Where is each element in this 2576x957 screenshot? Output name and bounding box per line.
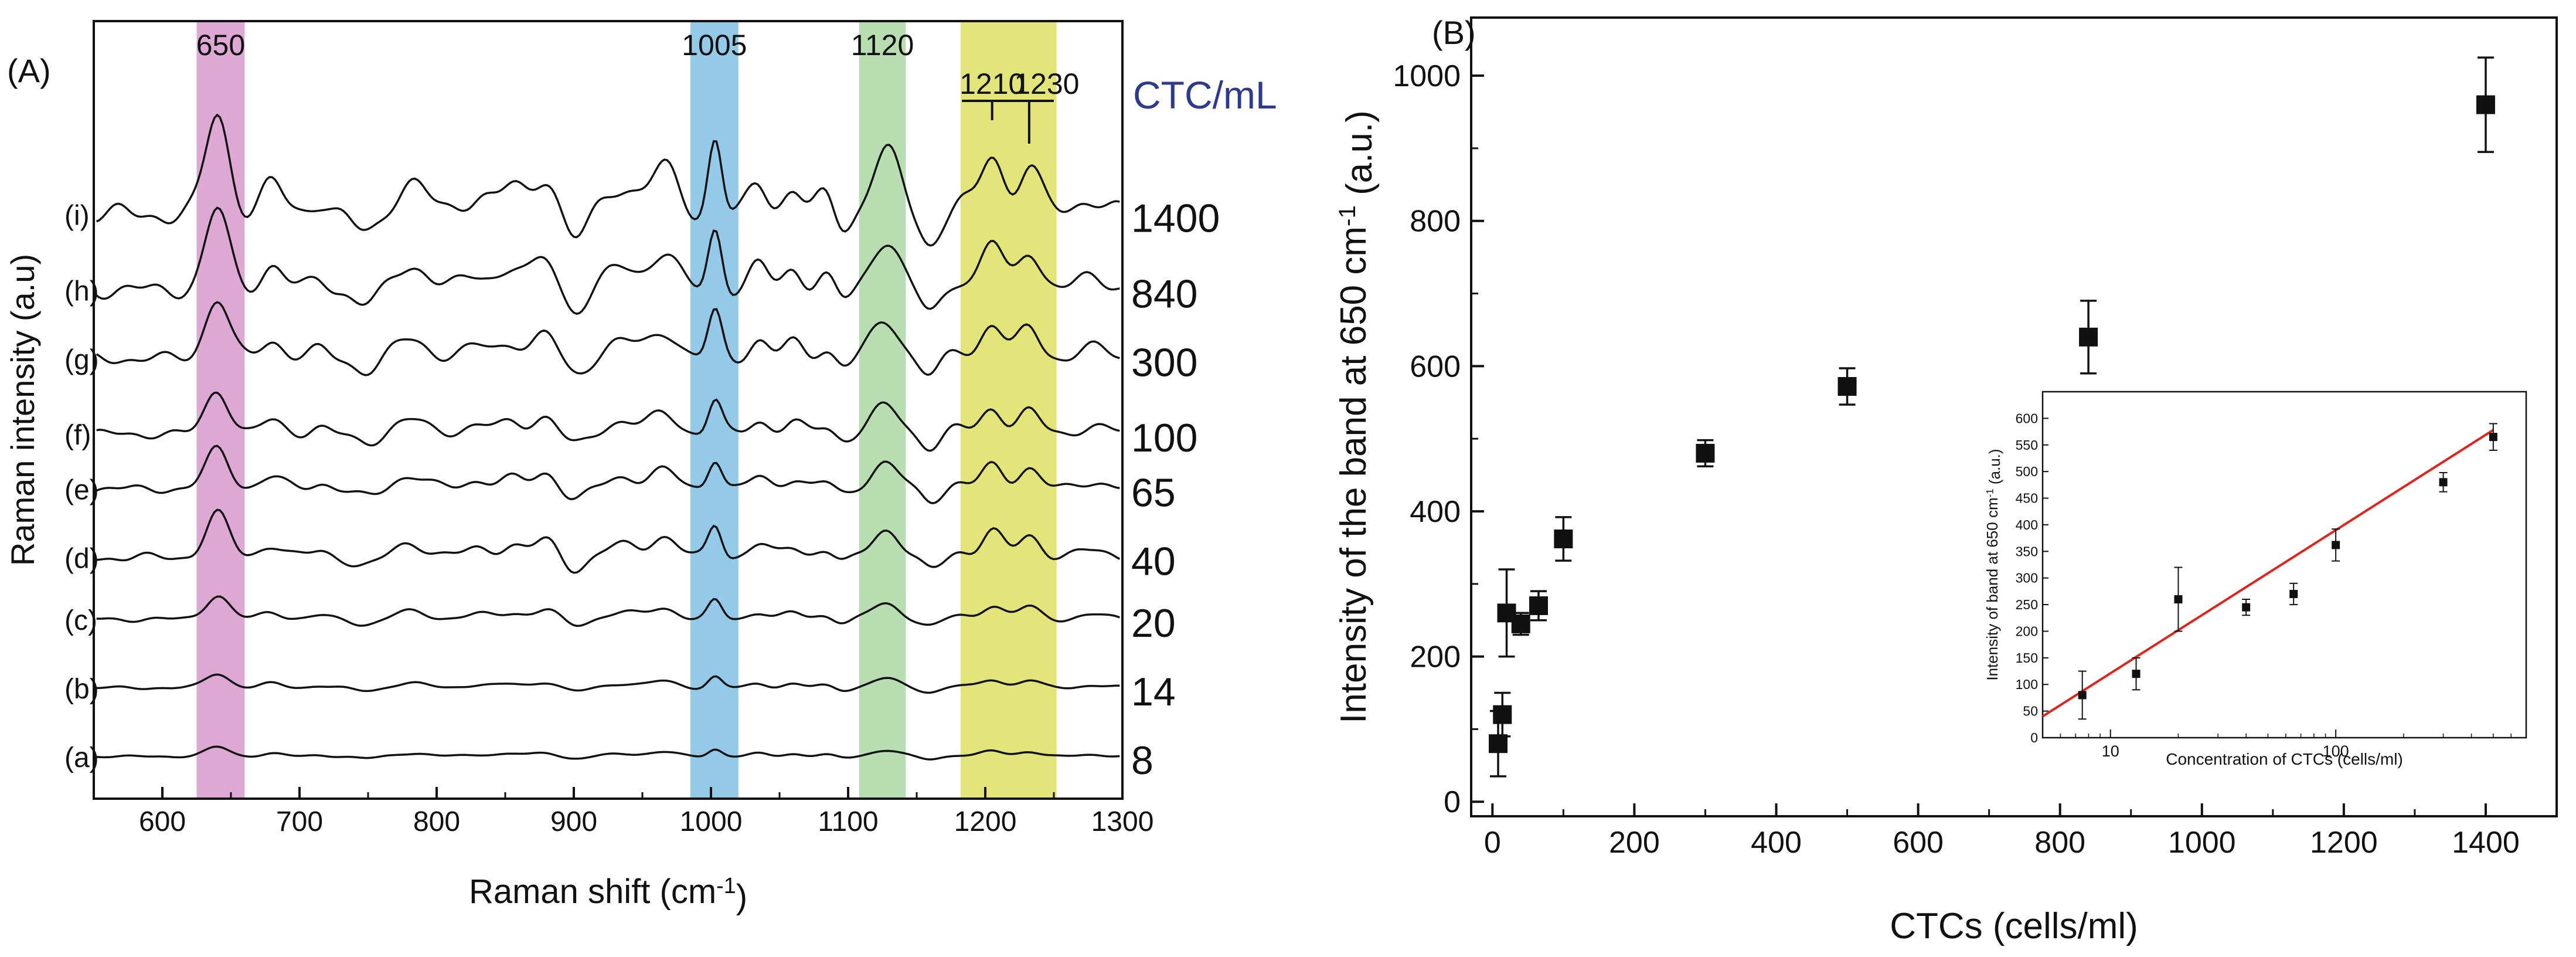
concentration-label: 840	[1131, 272, 1197, 316]
x-tick-label: 0	[1484, 826, 1501, 860]
inset-y-tick-label: 250	[2016, 597, 2038, 612]
x-tick-label: 1200	[954, 806, 1017, 837]
x-tick-label: 400	[1751, 826, 1802, 860]
spectrum-line-f	[96, 391, 1120, 452]
inset-y-axis-label: Intensity of band at 650 cm-1 (a.u.)	[1983, 449, 2003, 680]
y-tick-label: 600	[1410, 349, 1461, 384]
inset-x-axis-label: Concentration of CTCs (cells/ml)	[2166, 750, 2403, 768]
panel-a-frame	[93, 20, 1124, 800]
concentration-label: 14	[1131, 670, 1176, 714]
x-tick-label: 900	[550, 806, 597, 837]
inset-data-point	[2489, 433, 2497, 442]
concentration-label: 40	[1131, 539, 1176, 584]
inset-y-tick-label: 500	[2016, 464, 2038, 479]
concentration-label: 65	[1131, 471, 1176, 515]
inset-y-tick-label: 50	[2023, 704, 2038, 719]
concentration-label: 1400	[1131, 196, 1220, 241]
inset-x-tick-label: 10	[2102, 742, 2119, 760]
inset-x-tick-label: 100	[2323, 742, 2349, 760]
y-tick-label: 800	[1410, 205, 1461, 239]
data-point	[1493, 705, 1512, 724]
inset-frame	[2041, 391, 2527, 739]
inset-data-point	[2242, 603, 2251, 612]
inset-y-tick-label: 150	[2016, 650, 2038, 666]
inset-y-tick-label: 550	[2016, 437, 2038, 453]
band-label-1120: 1120	[851, 29, 914, 62]
bracket-label-1210: 1210	[959, 67, 1025, 100]
spectrum-line-b	[96, 673, 1120, 694]
data-point	[1529, 596, 1548, 615]
inset-data-point	[2132, 670, 2141, 678]
y-axis-label: Intensity of the band at 650 cm-1 (a.u.)	[1333, 110, 1380, 724]
spectrum-line-e	[96, 444, 1120, 504]
panel-label-a: (A)	[7, 52, 51, 89]
concentration-label: 300	[1131, 340, 1197, 385]
concentration-label: 100	[1131, 416, 1197, 460]
concentration-header: CTC/mL	[1133, 73, 1277, 117]
x-tick-label: 800	[2034, 826, 2085, 860]
inset-y-tick-label: 100	[2016, 677, 2038, 692]
x-tick-label: 1200	[2310, 826, 2378, 860]
inset-data-point	[2332, 541, 2340, 549]
data-point	[1511, 614, 1530, 633]
x-tick-label: 800	[413, 806, 460, 837]
data-point	[2476, 95, 2495, 114]
concentration-label: 8	[1131, 738, 1153, 783]
spectrum-label-f: (f)	[64, 420, 91, 451]
data-point	[1696, 443, 1715, 463]
inset-fit-line	[2041, 429, 2494, 718]
panel-label-b: (B)	[1432, 14, 1476, 51]
x-tick-label: 1300	[1091, 806, 1154, 837]
x-axis-label: Raman shift (cm-1)	[469, 873, 747, 916]
concentration-label: 20	[1131, 601, 1176, 646]
inset-y-tick-label: 450	[2016, 491, 2038, 506]
spectrum-line-c	[96, 595, 1120, 627]
inset-y-tick-label: 0	[2030, 730, 2038, 745]
inset-data-point	[2174, 595, 2183, 603]
x-tick-label: 700	[276, 806, 323, 837]
y-tick-label: 0	[1444, 785, 1461, 819]
spectrum-label-i: (i)	[64, 201, 90, 232]
inset-y-tick-label: 200	[2016, 623, 2038, 639]
inset-log-calibration: 0 50 100 150 200 250 300 350 400 450 500 550 600 10 10…	[1983, 391, 2527, 768]
x-tick-label: 200	[1609, 826, 1660, 860]
inset-y-tick-label: 400	[2016, 517, 2038, 532]
spectrum-line-h	[96, 206, 1120, 315]
band-label-650: 650	[196, 29, 245, 62]
x-tick-label: 1400	[2452, 826, 2520, 860]
panel-b-frame	[1470, 16, 2558, 817]
spectrum-line-i	[96, 113, 1120, 247]
y-axis-label: Raman intensity (a.u)	[4, 254, 41, 566]
data-point	[1554, 530, 1573, 549]
y-tick-label: 1000	[1393, 59, 1461, 93]
highlight-band-bracket	[960, 21, 1057, 799]
band-label-1005: 1005	[682, 29, 747, 62]
highlight-band-1005	[690, 21, 739, 799]
x-tick-label: 600	[1893, 826, 1944, 860]
x-axis-label: CTCs (cells/ml)	[1890, 906, 2138, 946]
data-point	[2079, 327, 2098, 347]
inset-y-tick-label: 350	[2016, 544, 2038, 559]
x-tick-label: 1000	[2168, 826, 2236, 860]
inset-data-point	[2439, 478, 2448, 487]
inset-data-point	[2078, 691, 2087, 700]
spectrum-label-c: (c)	[64, 605, 97, 636]
spectrum-line-a	[96, 745, 1120, 761]
x-tick-label: 1100	[818, 806, 878, 837]
spectrum-line-d	[96, 508, 1121, 574]
inset-y-tick-label: 600	[2016, 410, 2038, 426]
inset-y-tick-label: 300	[2016, 571, 2038, 586]
y-tick-label: 400	[1410, 495, 1461, 529]
bracket-label-1230: 1230	[1014, 67, 1079, 100]
data-point	[1837, 376, 1857, 396]
x-tick-label: 600	[139, 806, 186, 837]
x-tick-label: 1000	[680, 806, 743, 837]
spectrum-line-g	[96, 301, 1120, 376]
y-tick-label: 200	[1410, 640, 1461, 674]
panel-b-intensity-vs-ctc: 0 200 400 600 800 1000 1200 1400020040060080010…	[1333, 14, 2558, 946]
inset-data-point	[2289, 589, 2298, 598]
